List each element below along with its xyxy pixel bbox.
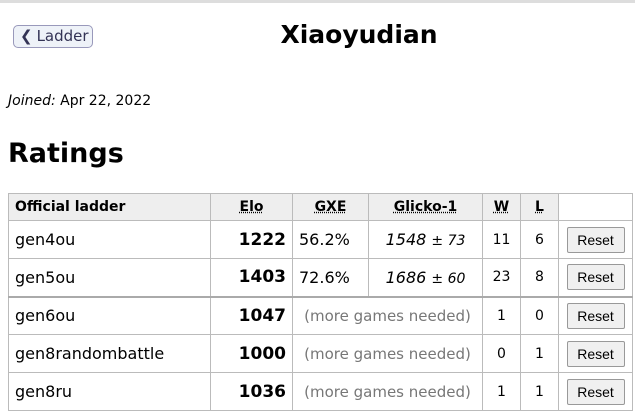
format-cell: gen8ru [8,372,211,411]
games-needed-note: (more games needed) [292,295,483,335]
gxe-cell: 56.2% [292,220,369,259]
format-cell: gen5ou [8,258,211,297]
reset-cell: Reset [558,220,633,259]
table-row: gen6ou 1047 (more games needed) 1 0 Reset [8,295,633,335]
reset-cell: Reset [558,295,633,335]
table-row: gen8randombattle 1000 (more games needed) 0… [8,334,633,373]
header-gxe: GXE [292,193,369,221]
format-cell: gen8randombattle [8,334,211,373]
format-cell: gen6ou [8,295,211,335]
losses-cell: 1 [520,334,559,373]
gxe-cell: 72.6% [292,258,369,297]
wins-cell: 1 [482,372,521,411]
reset-button[interactable]: Reset [566,302,625,329]
glicko-cell: 1548 ± 73 [368,220,483,259]
elo-cell: 1047 [210,295,293,335]
elo-cell: 1222 [210,220,293,259]
glicko-cell: 1686 ± 60 [368,258,483,297]
back-to-ladder-button[interactable]: ❮ Ladder [13,25,93,48]
table-row: gen5ou 1403 72.6% 1686 ± 60 23 8 Reset [8,258,633,297]
joined-info: Joined: Apr 22, 2022 [8,93,151,109]
reset-button[interactable]: Reset [566,264,625,291]
header-actions [558,193,633,221]
games-needed-note: (more games needed) [292,372,483,411]
losses-cell: 0 [520,295,559,335]
joined-date: Apr 22, 2022 [60,93,152,109]
header-wins: W [482,193,521,221]
joined-label: Joined: [8,93,56,109]
losses-cell: 1 [520,372,559,411]
table-row: gen8ru 1036 (more games needed) 1 1 Reset [8,372,633,411]
ratings-table: Official ladder Elo GXE Glicko-1 W L gen… [8,193,633,411]
reset-cell: Reset [558,258,633,297]
wins-cell: 11 [482,220,521,259]
losses-cell: 6 [520,220,559,259]
reset-cell: Reset [558,334,633,373]
wins-cell: 23 [482,258,521,297]
elo-cell: 1000 [210,334,293,373]
losses-cell: 8 [520,258,559,297]
wins-cell: 0 [482,334,521,373]
reset-button[interactable]: Reset [566,340,625,367]
ratings-heading: Ratings [8,138,124,169]
top-bar [0,0,635,3]
reset-button[interactable]: Reset [566,226,625,253]
elo-cell: 1036 [210,372,293,411]
elo-cell: 1403 [210,258,293,297]
wins-cell: 1 [482,295,521,335]
reset-button[interactable]: Reset [566,378,625,405]
table-row: gen4ou 1222 56.2% 1548 ± 73 11 6 Reset [8,220,633,259]
page-title: Xiaoyudian [280,20,438,49]
header-glicko: Glicko-1 [368,193,483,221]
format-cell: gen4ou [8,220,211,259]
header-losses: L [520,193,559,221]
back-button-label: Ladder [36,27,89,45]
games-needed-note: (more games needed) [292,334,483,373]
reset-cell: Reset [558,372,633,411]
header-elo: Elo [210,193,293,221]
chevron-left-icon: ❮ [20,27,33,45]
header-ladder: Official ladder [8,193,211,221]
